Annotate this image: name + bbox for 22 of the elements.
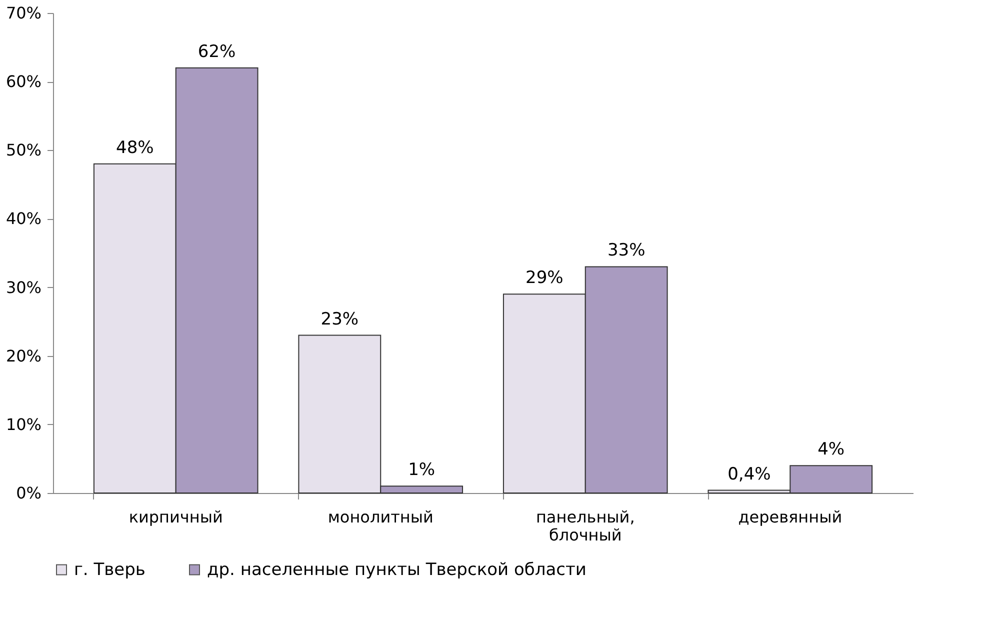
data-label: 1% xyxy=(408,460,436,480)
data-label: 4% xyxy=(818,440,845,460)
data-label: 23% xyxy=(320,309,359,330)
x-tick-label: кирпичный xyxy=(128,508,223,526)
data-label: 0,4% xyxy=(728,464,771,484)
y-tick-label: 70% xyxy=(6,4,42,22)
y-tick-label: 20% xyxy=(6,346,42,366)
x-tick-label: панельный, блочный xyxy=(536,508,635,544)
data-label: 62% xyxy=(198,42,236,62)
data-label: 29% xyxy=(526,268,564,288)
y-tick-label: 10% xyxy=(6,414,42,434)
legend-label: др. населенные пункты Тверской области xyxy=(207,560,586,580)
y-tick-label: 50% xyxy=(6,140,42,160)
y-tick-label: 0% xyxy=(16,484,42,502)
x-tick-label: монолитный xyxy=(328,508,434,526)
y-tick-label: 40% xyxy=(6,209,42,228)
data-label: 33% xyxy=(607,240,646,261)
y-tick-label: 60% xyxy=(6,72,42,92)
data-label: 48% xyxy=(116,138,154,158)
y-tick-label: 30% xyxy=(6,278,42,297)
x-tick-label: деревянный xyxy=(738,508,842,526)
legend-label: г. Тверь xyxy=(74,560,146,580)
